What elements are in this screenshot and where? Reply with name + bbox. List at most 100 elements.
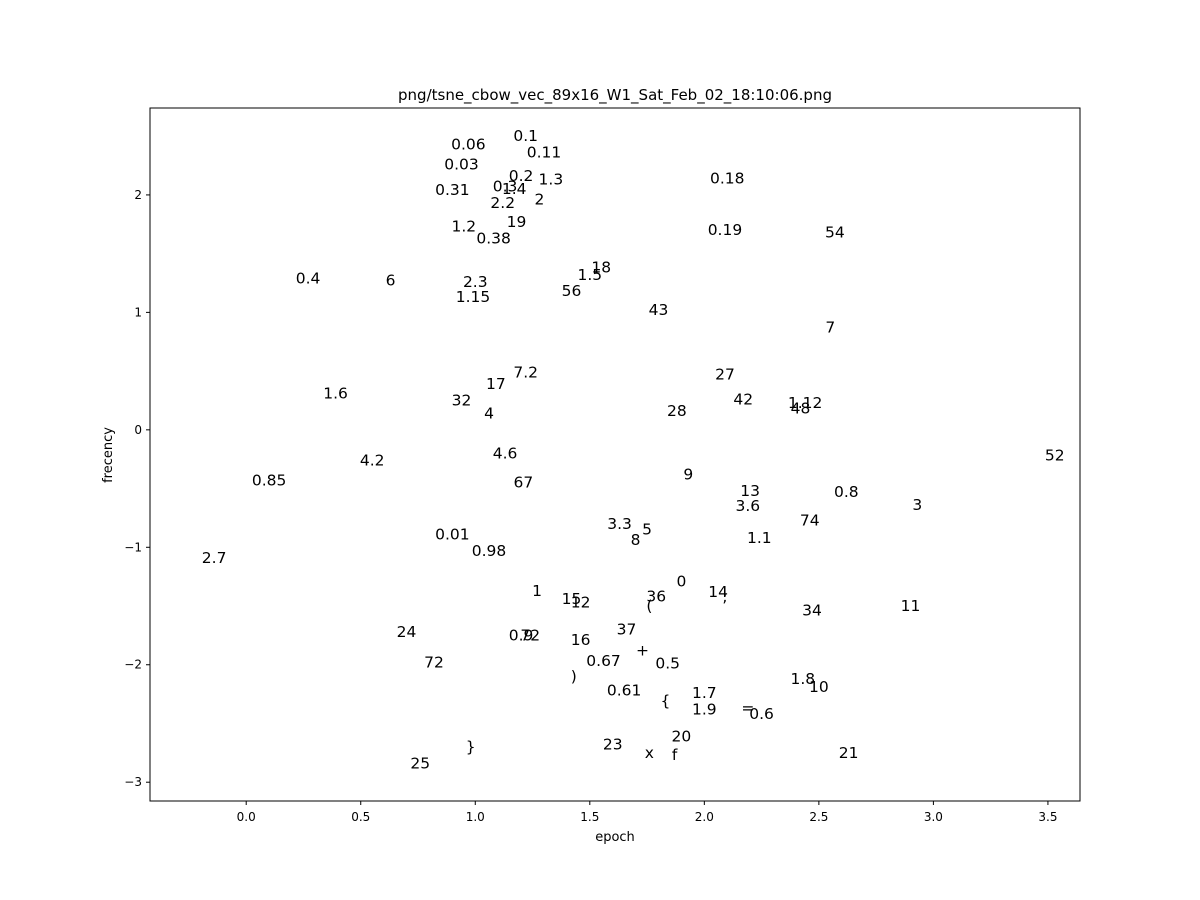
point-label: 72 xyxy=(520,626,540,644)
x-axis-ticks: 0.0 0.5 1.0 1.5 2.0 2.5 3.0 3.5 xyxy=(237,801,1057,824)
x-tick-label: 0.5 xyxy=(351,810,370,824)
point-label: 0.3 xyxy=(493,178,518,196)
point-label: ) xyxy=(571,667,577,685)
x-tick-label: 2.5 xyxy=(809,810,828,824)
point-label: 52 xyxy=(1045,447,1065,465)
point-label: 9 xyxy=(683,465,693,483)
point-label: 37 xyxy=(617,621,637,639)
y-tick-label: −3 xyxy=(124,775,142,789)
point-label: x xyxy=(645,744,654,762)
point-label: 7 xyxy=(825,319,835,337)
point-label: 3.6 xyxy=(736,497,761,515)
point-label: 3 xyxy=(912,496,922,514)
point-label: 1.12 xyxy=(788,394,823,412)
point-label: 1.9 xyxy=(692,700,717,718)
point-label: 0.19 xyxy=(708,221,743,239)
point-label: 0.2 xyxy=(509,167,534,185)
point-label: 12 xyxy=(571,593,591,611)
point-label: 0.67 xyxy=(586,652,621,670)
point-label: 16 xyxy=(571,631,591,649)
point-label: = xyxy=(741,699,754,717)
y-axis-label: frecency xyxy=(101,427,116,483)
point-label: 8 xyxy=(631,531,641,549)
point-label: 4.2 xyxy=(360,451,385,469)
y-tick-label: −2 xyxy=(124,658,142,672)
point-label: 27 xyxy=(715,366,735,384)
y-tick-label: 1 xyxy=(134,305,142,319)
point-label: 0 xyxy=(676,572,686,590)
point-label: 7.2 xyxy=(513,363,538,381)
point-label: 42 xyxy=(733,390,753,408)
point-label: 2.2 xyxy=(490,194,515,212)
x-tick-label: 1.5 xyxy=(580,810,599,824)
point-label: 0.06 xyxy=(451,135,486,153)
point-label: 18 xyxy=(591,259,611,277)
point-label: 56 xyxy=(562,282,582,300)
x-tick-label: 2.0 xyxy=(695,810,714,824)
point-label: 1.7 xyxy=(692,684,717,702)
point-label: 0.85 xyxy=(252,471,287,489)
point-label: 3.3 xyxy=(607,515,632,533)
point-label: 15 xyxy=(562,590,582,608)
y-tick-label: 2 xyxy=(134,188,142,202)
point-label: 28 xyxy=(667,402,687,420)
point-label: 14 xyxy=(708,583,728,601)
point-label: 19 xyxy=(507,213,527,231)
plot-frame xyxy=(149,107,1081,802)
point-labels: 0.10.06 0.110.030.2 1.3 0.180.31 0.31.42.2 21… xyxy=(202,127,1065,772)
point-label: 0.8 xyxy=(834,483,859,501)
point-label: 67 xyxy=(514,474,534,492)
point-label: ( xyxy=(646,597,652,615)
point-label: 1 xyxy=(532,582,542,600)
point-label: 32 xyxy=(452,391,472,409)
point-label: 2 xyxy=(534,191,544,209)
point-label: { xyxy=(660,692,670,710)
point-label: 2.3 xyxy=(463,273,488,291)
point-label: 0.61 xyxy=(607,682,642,700)
point-label: 0.6 xyxy=(749,705,774,723)
point-label: 1.8 xyxy=(791,670,816,688)
point-label: 1.5 xyxy=(577,266,602,284)
point-label: 25 xyxy=(410,754,430,772)
point-label: 0.9 xyxy=(509,626,534,644)
point-label: 0.11 xyxy=(527,144,562,162)
point-label: 0.98 xyxy=(472,542,507,560)
point-label: 48 xyxy=(791,400,811,418)
point-label: 0.5 xyxy=(655,655,680,673)
point-label: 5 xyxy=(642,521,652,539)
x-tick-label: 1.0 xyxy=(466,810,485,824)
point-label: 0.4 xyxy=(296,269,321,287)
point-label: + xyxy=(636,642,649,660)
point-label: 1.1 xyxy=(747,529,772,547)
point-label: 0.03 xyxy=(444,155,479,173)
point-label: 34 xyxy=(802,602,822,620)
x-tick-label: 3.0 xyxy=(924,810,943,824)
y-tick-label: −1 xyxy=(124,540,142,554)
x-tick-label: 0.0 xyxy=(237,810,256,824)
point-label: 72 xyxy=(424,653,444,671)
point-label: 0.01 xyxy=(435,525,470,543)
point-label: 20 xyxy=(672,727,692,745)
point-label: 17 xyxy=(486,375,506,393)
point-label: 0.1 xyxy=(513,127,538,145)
point-label: 74 xyxy=(800,511,820,529)
point-label: } xyxy=(466,738,476,756)
point-label: 0.31 xyxy=(435,181,470,199)
point-label: 4 xyxy=(484,404,494,422)
point-label: 24 xyxy=(397,623,417,641)
y-axis-ticks: −3 −2 −1 0 1 2 xyxy=(124,188,150,789)
point-label: 1.4 xyxy=(502,180,527,198)
point-label: 13 xyxy=(740,482,760,500)
point-label: 4.6 xyxy=(493,444,518,462)
point-label: 2.7 xyxy=(202,549,227,567)
point-label: 6 xyxy=(386,272,396,290)
point-label: 36 xyxy=(646,588,666,606)
y-tick-label: 0 xyxy=(134,423,142,437)
point-label: 1.15 xyxy=(456,288,491,306)
point-label: 11 xyxy=(901,597,921,615)
point-label: ; xyxy=(722,588,727,606)
point-label: 0.18 xyxy=(710,169,745,187)
point-label: 43 xyxy=(649,301,669,319)
